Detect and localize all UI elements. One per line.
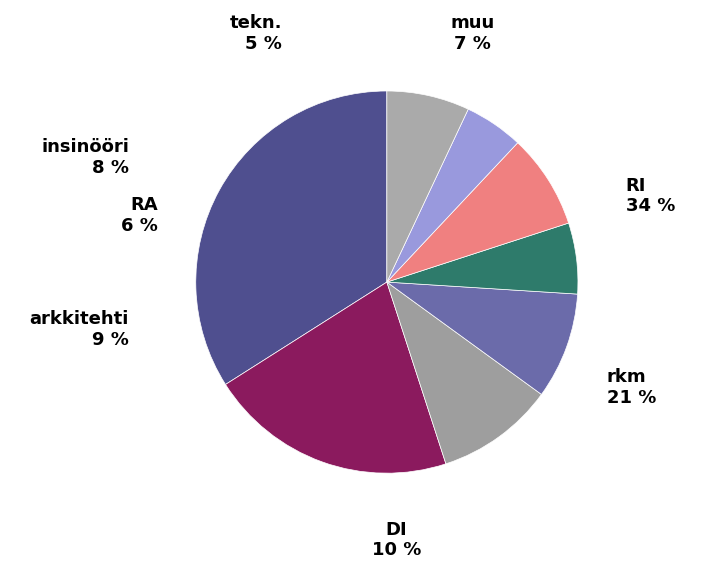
Text: tekn.
5 %: tekn. 5 %	[229, 14, 282, 53]
Wedge shape	[196, 91, 387, 384]
Text: insinööri
8 %: insinööri 8 %	[41, 139, 129, 177]
Wedge shape	[226, 282, 446, 473]
Wedge shape	[387, 91, 468, 282]
Wedge shape	[387, 109, 518, 282]
Wedge shape	[387, 143, 569, 282]
Text: muu
7 %: muu 7 %	[451, 14, 495, 53]
Wedge shape	[387, 223, 578, 294]
Wedge shape	[387, 282, 541, 464]
Text: RI
34 %: RI 34 %	[626, 176, 675, 215]
Text: arkkitehti
9 %: arkkitehti 9 %	[29, 311, 129, 350]
Text: rkm
21 %: rkm 21 %	[607, 368, 656, 407]
Text: DI
10 %: DI 10 %	[372, 521, 421, 559]
Wedge shape	[387, 282, 577, 394]
Text: RA
6 %: RA 6 %	[120, 196, 157, 234]
